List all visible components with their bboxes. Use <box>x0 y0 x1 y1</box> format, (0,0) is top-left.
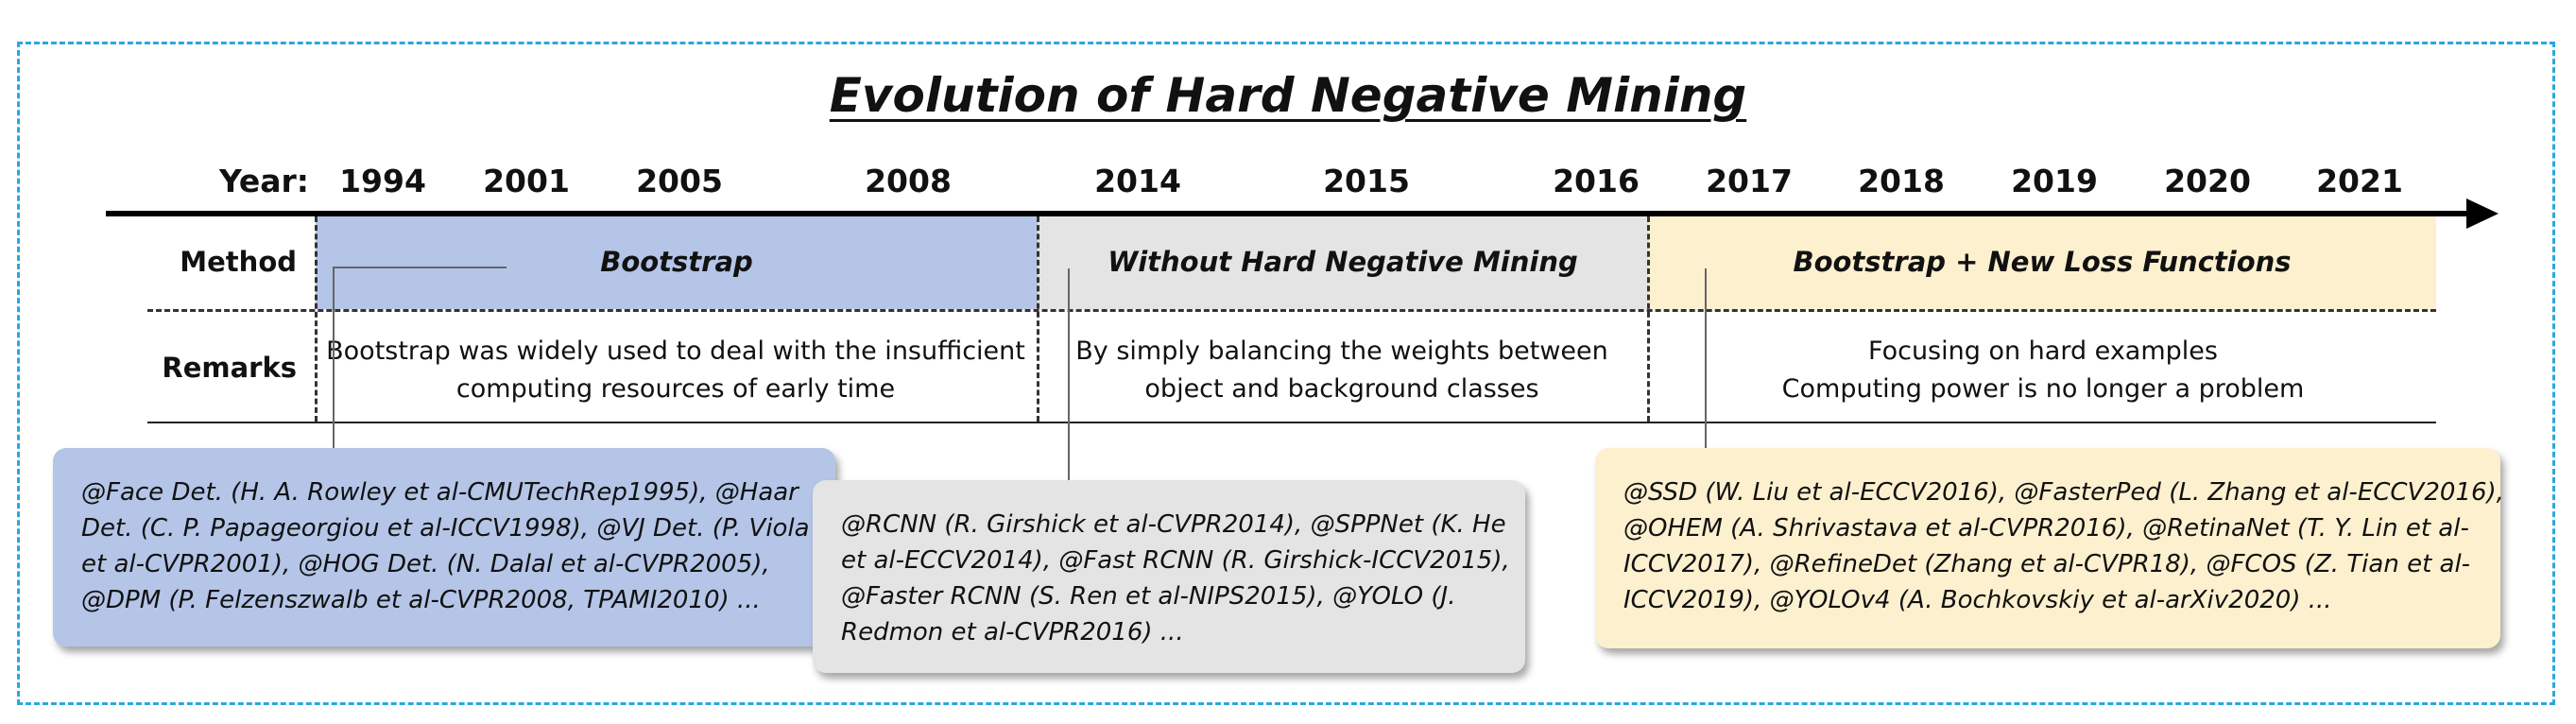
year-tick: 2020 <box>2164 163 2251 199</box>
method-bootstrap: Bootstrap <box>600 246 753 278</box>
reference-line: @Faster RCNN (S. Ren et al-NIPS2015), @Y… <box>841 582 1456 611</box>
phase-band-no-hnm <box>1038 216 1648 309</box>
phase-band-bootstrap <box>316 216 1038 309</box>
method-row-label: Method <box>180 246 297 278</box>
method-without-hnm: Without Hard Negative Mining <box>1108 246 1578 278</box>
reference-line: Redmon et al-CVPR2016) ... <box>841 618 1184 646</box>
reference-line: et al-ECCV2014), @Fast RCNN (R. Girshick… <box>841 546 1510 575</box>
remark-bootstrap: Bootstrap was widely used to deal with t… <box>326 333 1025 408</box>
remark-line: Focusing on hard examples <box>1868 336 2218 366</box>
connector-line <box>1705 268 1707 465</box>
year-tick: 2008 <box>865 163 952 199</box>
reference-line: ICCV2019), @YOLOv4 (A. Bochkovskiy et al… <box>1623 586 2332 614</box>
reference-line: @SSD (W. Liu et al-ECCV2016), @FasterPed… <box>1623 478 2504 507</box>
remark-line: Bootstrap was widely used to deal with t… <box>326 336 1025 366</box>
reference-line: @OHEM (A. Shrivastava et al-CVPR2016), @… <box>1623 514 2469 543</box>
row-divider-dashed <box>147 309 2436 312</box>
reference-line: ICCV2017), @RefineDet (Zhang et al-CVPR1… <box>1623 550 2471 578</box>
method-bootstrap-new-loss: Bootstrap + New Loss Functions <box>1793 246 2292 278</box>
reference-line: Det. (C. P. Papageorgiou et al-ICCV1998)… <box>81 514 810 543</box>
phase-band-new-loss <box>1648 216 2436 309</box>
reference-line: et al-CVPR2001), @HOG Det. (N. Dalal et … <box>81 550 770 578</box>
column-divider <box>1037 216 1039 422</box>
reference-line: @Face Det. (H. A. Rowley et al-CMUTechRe… <box>81 478 799 507</box>
references-box-without-hnm: @RCNN (R. Girshick et al-CVPR2014), @SPP… <box>813 480 1525 673</box>
remark-line: object and background classes <box>1144 374 1539 404</box>
timeline-arrowhead <box>2466 198 2499 229</box>
year-tick: 2021 <box>2316 163 2403 199</box>
connector-line <box>333 267 335 467</box>
references-box-bootstrap: @Face Det. (H. A. Rowley et al-CMUTechRe… <box>53 448 835 646</box>
remark-new-loss: Focusing on hard examples Computing powe… <box>1782 333 2305 408</box>
year-tick: 2018 <box>1858 163 1945 199</box>
year-tick: 1994 <box>339 163 426 199</box>
remark-without-hnm: By simply balancing the weights between … <box>1075 333 1608 408</box>
diagram-frame <box>17 42 2555 705</box>
remarks-row-label: Remarks <box>162 352 297 384</box>
table-bottom-line <box>147 422 2436 423</box>
column-divider <box>315 216 318 422</box>
year-tick: 2015 <box>1323 163 1410 199</box>
year-tick: 2019 <box>2011 163 2098 199</box>
connector-line <box>333 267 507 268</box>
reference-line: @DPM (P. Felzenszwalb et al-CVPR2008, TP… <box>81 586 761 614</box>
remark-line: Computing power is no longer a problem <box>1781 374 2305 404</box>
year-tick: 2014 <box>1094 163 1181 199</box>
remark-line: By simply balancing the weights between <box>1075 336 1608 366</box>
references-box-new-loss: @SSD (W. Liu et al-ECCV2016), @FasterPed… <box>1595 448 2504 648</box>
year-tick: 2017 <box>1706 163 1793 199</box>
column-divider <box>1647 216 1650 422</box>
reference-line: @RCNN (R. Girshick et al-CVPR2014), @SPP… <box>841 510 1506 539</box>
diagram-title: Evolution of Hard Negative Mining <box>829 68 1747 123</box>
year-tick: 2001 <box>483 163 570 199</box>
connector-line <box>1068 268 1070 499</box>
year-axis-label: Year: <box>219 163 309 199</box>
year-tick: 2016 <box>1553 163 1640 199</box>
year-tick: 2005 <box>636 163 723 199</box>
remark-line: computing resources of early time <box>455 374 896 404</box>
timeline-axis <box>106 211 2478 216</box>
